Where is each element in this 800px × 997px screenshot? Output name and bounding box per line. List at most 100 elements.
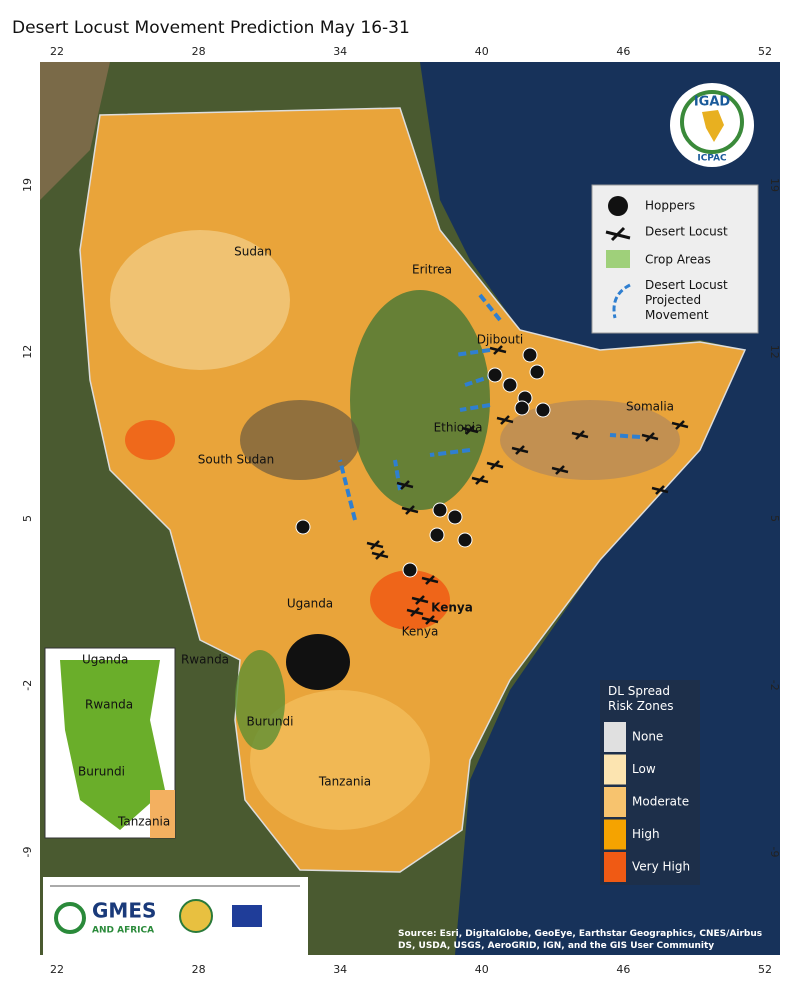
igad-ring [680,90,744,154]
arrow [609,433,641,439]
arrow [393,459,402,491]
locust [489,345,507,355]
locust [411,595,429,605]
lat-label: 5 [21,515,34,522]
arrows [338,293,641,521]
place-label: Rwanda [181,653,229,667]
lon-label: 28 [192,45,206,58]
arrow [459,403,491,412]
locust [421,615,439,625]
place-label: Eritrea [412,263,452,277]
hopper [514,400,530,416]
lon-label: 22 [50,45,64,58]
hopper [432,502,448,518]
locust [486,460,504,470]
lat-label: 5 [768,515,781,522]
sahara [40,62,110,200]
place-label: Tanzania [318,775,371,789]
locust [461,425,479,435]
zone-very-high [125,420,175,460]
lon-label: 22 [50,963,64,976]
locust [671,420,689,430]
locust [496,415,514,425]
locust [401,505,419,515]
arrow [478,293,502,322]
locust [396,480,414,490]
inset-label: Uganda [82,653,128,667]
lat-label: -9 [768,847,781,858]
locust [551,465,569,475]
risk-swatch [604,787,626,817]
legend-arrow [612,283,631,319]
locust [571,430,589,440]
inset-land [60,660,165,830]
risk-swatch [604,852,626,882]
lat-label: -2 [768,680,781,691]
legend-label: Desert Locust Projected Movement [645,278,728,322]
zone-very-high [370,570,450,630]
lat-label: -9 [21,847,34,858]
map-title: Desert Locust Movement Prediction May 16… [12,18,410,38]
lon-label: 34 [333,45,347,58]
lat-label: 12 [21,345,34,359]
legend-crop [606,250,630,268]
ticks: 22 22 28 28 34 34 40 40 46 46 52 52 19 19 12 12 5 5 -2 -2 -9… [21,45,781,976]
risk-label: Moderate [632,795,689,809]
place-label: Somalia [626,400,674,414]
lon-label: 34 [333,963,347,976]
locust [651,485,669,495]
hopper [529,364,545,380]
lon-label: 46 [616,45,630,58]
locust [366,540,384,550]
zone-bare [240,400,360,480]
lake-victoria [286,634,350,690]
lat-label: 19 [768,178,781,192]
lon-label: 46 [616,963,630,976]
legend-label: Desert Locust [645,225,728,239]
inset-label: Rwanda [85,698,133,712]
locust [421,575,439,585]
inset-label: Burundi [78,765,125,779]
risk-swatch [604,754,626,785]
hopper [522,347,538,363]
risk-label: None [632,730,663,744]
locust [511,445,529,455]
lon-label: 52 [758,45,772,58]
place-label: Kenya [402,625,439,639]
inset-zone [150,790,175,838]
legend-locust [605,226,631,242]
place-label: South Sudan [198,453,275,467]
risk-label: High [632,827,660,841]
inset-label: Tanzania [117,815,170,829]
arrow [454,348,491,357]
zone-crop [350,290,490,510]
lat-label: 19 [21,178,34,192]
igad-africa [702,110,724,142]
arrow [338,459,357,521]
risk-legend: None Low Moderate High Very High [604,722,690,882]
igad-text: IGAD [694,95,731,110]
hopper [487,367,503,383]
locust [406,607,424,617]
hopper [402,562,418,578]
lon-label: 52 [758,963,772,976]
place-label: Sudan [234,245,272,259]
zone-moderate [250,690,430,830]
lon-label: 40 [475,963,489,976]
zone-low [110,230,290,370]
places: Sudan Eritrea Djibouti Ethiopia Somalia South… [181,245,674,789]
hopper [447,509,463,525]
place-label: Uganda [287,597,333,611]
arrow [429,448,471,457]
risk-title: DL Spread Risk Zones [608,684,674,713]
hopper [457,532,473,548]
risk-label: Very High [632,860,690,874]
locust [641,432,659,442]
risk-label: Low [632,762,656,776]
gmes-sub: AND AFRICA [92,926,154,936]
source: Source: Esri, DigitalGlobe, GeoEye, Eart… [398,929,763,951]
place-label: Ethiopia [434,421,483,435]
gmes-icon [54,902,86,934]
logo-box [43,877,308,955]
